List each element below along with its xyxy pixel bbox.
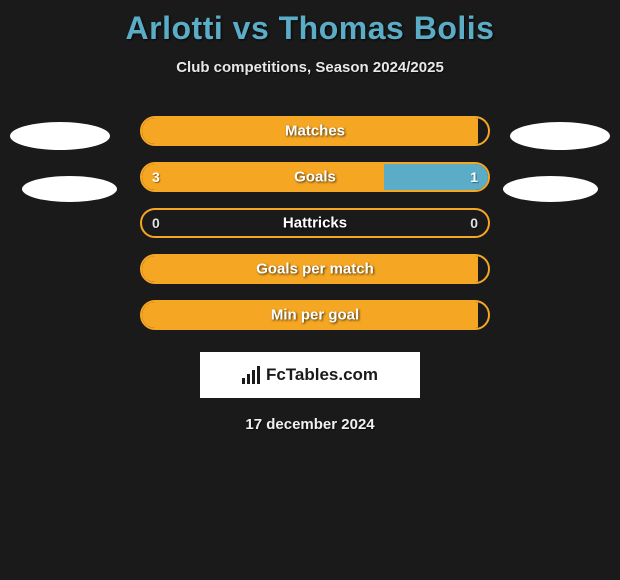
bar-left-value: 0 bbox=[152, 215, 160, 231]
bar-right-empty bbox=[478, 256, 488, 282]
bar-row: 00Hattricks bbox=[140, 208, 490, 238]
logo-box: FcTables.com bbox=[200, 352, 420, 398]
bar-left-segment bbox=[142, 256, 478, 282]
player-left-marker-1 bbox=[10, 122, 110, 150]
bar-right-empty: 0 bbox=[315, 210, 488, 236]
bar-right-empty bbox=[478, 118, 488, 144]
bar-right-segment: 1 bbox=[384, 164, 488, 190]
date-text: 17 december 2024 bbox=[245, 416, 374, 433]
subtitle: Club competitions, Season 2024/2025 bbox=[0, 59, 620, 76]
bar-row: Min per goal bbox=[140, 300, 490, 330]
comparison-chart: Matches31Goals00HattricksGoals per match… bbox=[0, 116, 620, 436]
bar-left-segment: 3 bbox=[142, 164, 384, 190]
bars-container: Matches31Goals00HattricksGoals per match… bbox=[140, 116, 490, 346]
bar-row: Matches bbox=[140, 116, 490, 146]
page-title: Arlotti vs Thomas Bolis bbox=[0, 0, 620, 47]
bar-left-segment bbox=[142, 302, 478, 328]
bar-left-empty: 0 bbox=[142, 210, 315, 236]
bar-right-empty bbox=[478, 302, 488, 328]
bar-left-segment bbox=[142, 118, 478, 144]
bar-right-value: 1 bbox=[470, 169, 478, 185]
player-left-marker-2 bbox=[22, 176, 117, 202]
player-right-marker-1 bbox=[510, 122, 610, 150]
bar-left-value: 3 bbox=[152, 169, 160, 185]
bar-chart-icon bbox=[242, 366, 260, 384]
logo-text: FcTables.com bbox=[266, 365, 378, 385]
bar-row: Goals per match bbox=[140, 254, 490, 284]
bar-right-value: 0 bbox=[470, 215, 478, 231]
player-right-marker-2 bbox=[503, 176, 598, 202]
bar-row: 31Goals bbox=[140, 162, 490, 192]
